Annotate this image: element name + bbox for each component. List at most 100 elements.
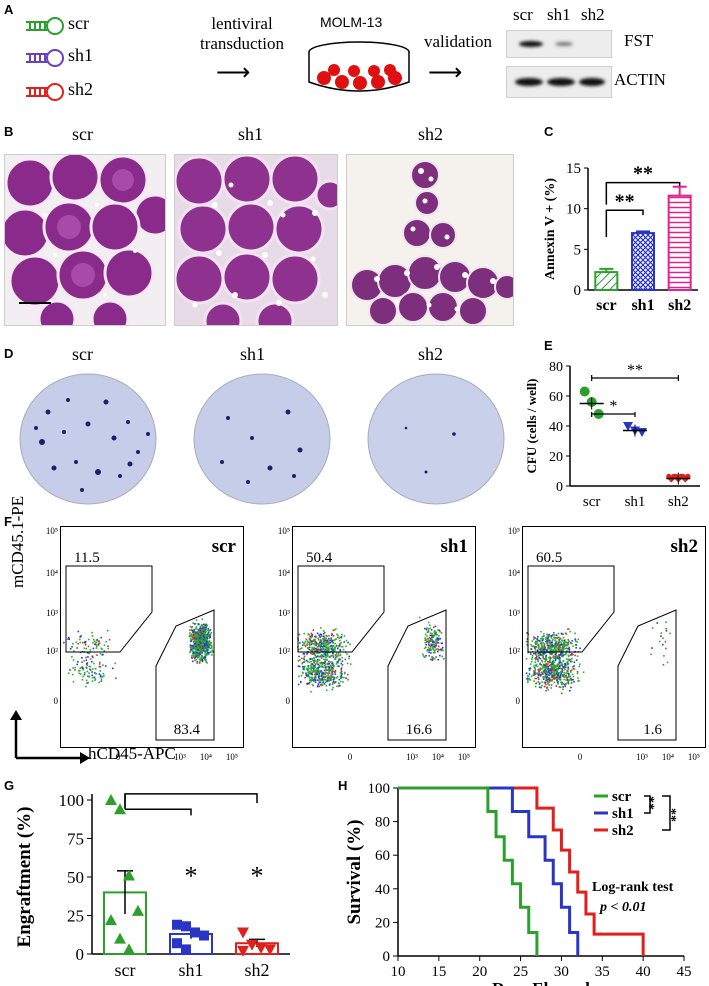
event-dot [552,655,555,657]
event-dot [87,638,90,641]
event-dot [315,669,317,672]
y-tick-label: 0 [516,696,521,706]
event-dot [546,676,548,678]
event-dot [552,638,554,641]
data-point [255,942,267,954]
event-dot [194,638,196,641]
event-dot [534,673,536,676]
event-dot [325,675,328,678]
gate-lower-value: 1.6 [643,722,662,738]
event-dot [651,647,653,649]
event-dot [310,663,313,665]
event-dot [203,633,205,636]
event-dot [319,655,322,657]
event-dot [528,669,531,672]
event-dot [330,634,333,637]
event-dot [309,641,311,644]
event-dot [541,644,543,646]
sig-label: ** [633,163,653,185]
event-dot [341,664,344,666]
event-dot [553,651,555,654]
event-dot [569,669,572,672]
event-dot [336,675,339,678]
event-dot [572,667,575,670]
event-dot [437,642,440,644]
p-value-label: p < 0.01 [599,900,646,915]
event-dot [322,640,325,643]
event-dot [566,663,568,666]
event-dot [206,638,208,641]
event-dot [340,669,343,671]
event-dot [338,665,340,668]
event-dot [431,634,434,637]
event-dot [567,641,570,644]
event-dot [316,643,319,645]
event-dot [314,664,316,667]
event-dot [323,638,326,640]
event-dot [546,667,548,669]
event-dot [91,676,94,679]
event-dot [198,631,201,634]
y-tick-label: 80 [549,360,563,375]
event-dot [542,669,545,672]
event-dot [537,636,539,638]
event-dot [195,628,197,630]
event-dot [425,628,428,631]
event-dot [320,661,323,664]
event-dot [335,645,338,648]
event-dot [428,651,430,654]
event-dot [314,663,317,665]
event-dot [550,648,553,651]
event-dot [311,658,314,660]
event-dot [203,627,205,630]
event-dot [562,688,564,691]
event-dot [332,656,335,658]
event-dot [547,678,550,681]
event-dot [333,676,336,679]
event-dot [191,648,194,650]
event-dot [538,683,541,686]
event-dot [309,681,311,684]
event-dot [440,631,443,634]
event-dot [318,649,320,651]
colony-dish-sh1 [193,373,331,505]
event-dot [342,648,345,651]
event-dot [552,656,554,659]
event-dot [95,645,98,648]
event-dot [204,643,207,646]
event-dot [201,659,204,662]
event-dot [321,665,324,668]
event-dot [206,624,209,627]
y-tick-label: 20 [375,915,390,931]
event-dot [429,639,432,641]
panel-letter-d: D [4,346,14,361]
event-dot [107,629,109,632]
panel-letter-e: E [544,338,553,353]
event-dot [562,660,565,663]
event-dot [97,640,100,643]
data-point [237,945,249,957]
event-dot [567,660,569,663]
event-dot [301,647,303,649]
event-dot [665,621,667,624]
y-tick-label: 10⁴ [278,568,290,578]
event-dot [331,640,334,642]
x-tick-label: 10 [391,964,406,980]
event-dot [198,652,201,654]
event-dot [556,669,559,671]
event-dot [201,649,204,652]
event-dot [303,652,306,655]
event-dot [198,637,201,640]
event-dot [320,642,323,645]
event-dot [190,646,193,649]
event-dot [424,633,427,636]
event-dot [190,644,193,647]
plot-label: sh2 [671,536,698,557]
event-dot [660,632,663,634]
event-dot [196,634,198,637]
event-dot [531,640,534,642]
event-dot [534,677,536,680]
event-dot [102,664,104,666]
event-dot [332,680,335,683]
event-dot [203,647,206,650]
